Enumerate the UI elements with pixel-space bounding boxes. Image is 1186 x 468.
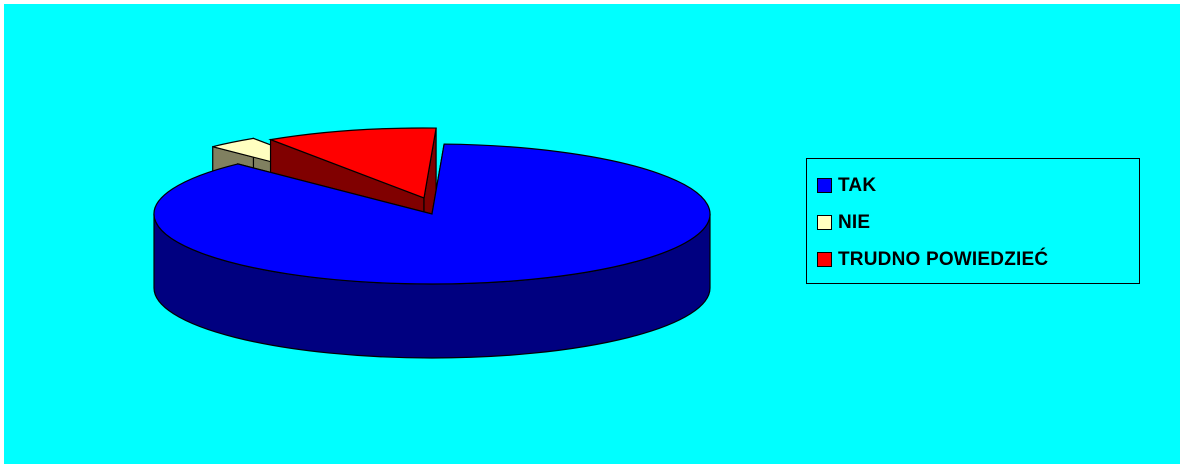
legend-swatch-tak bbox=[817, 178, 832, 193]
legend: TAK NIE TRUDNO POWIEDZIEĆ bbox=[806, 158, 1140, 284]
pie-slice-tak bbox=[153, 143, 711, 359]
legend-item-nie: NIE bbox=[817, 204, 1139, 241]
legend-label-nie: NIE bbox=[838, 211, 871, 233]
legend-item-trudno: TRUDNO POWIEDZIEĆ bbox=[817, 241, 1139, 278]
pie-slice-tak-top bbox=[153, 143, 711, 285]
legend-swatch-nie bbox=[817, 215, 832, 230]
pie-slice-trudno-top bbox=[268, 127, 437, 199]
legend-label-tak: TAK bbox=[838, 174, 877, 196]
legend-swatch-trudno bbox=[817, 252, 832, 267]
legend-item-tak: TAK bbox=[817, 167, 1139, 204]
pie-chart bbox=[153, 127, 711, 359]
chart-area: TAK NIE TRUDNO POWIEDZIEĆ bbox=[4, 4, 1180, 464]
legend-label-trudno: TRUDNO POWIEDZIEĆ bbox=[838, 248, 1049, 270]
